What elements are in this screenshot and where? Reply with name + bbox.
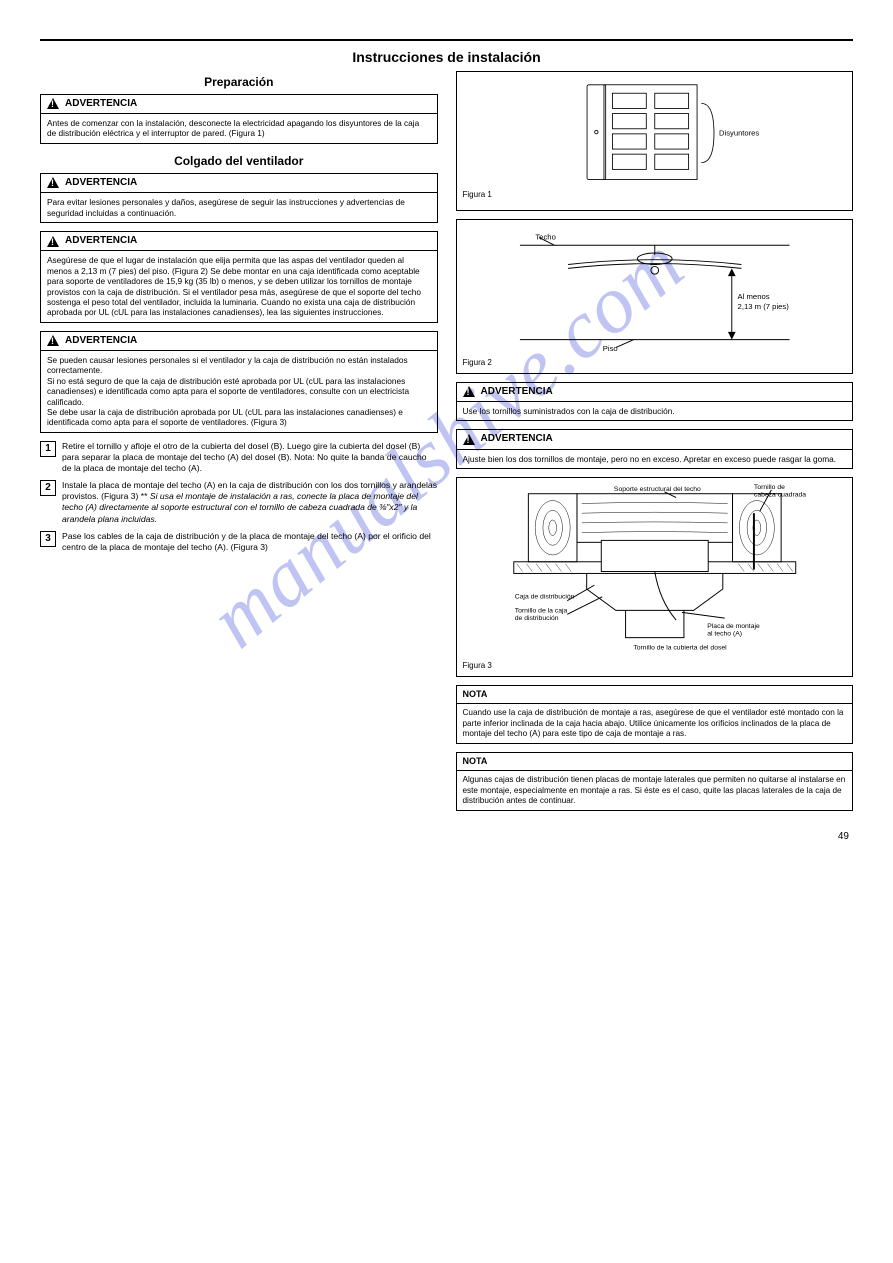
note-1: NOTA Cuando use la caja de distribución … bbox=[456, 685, 854, 744]
left-column: Preparación ADVERTENCIA Antes de comenza… bbox=[40, 71, 438, 820]
warning-body: Se pueden causar lesiones personales si … bbox=[41, 351, 437, 432]
page-number: 49 bbox=[838, 831, 849, 844]
step-text: Pase los cables de la caja de distribuci… bbox=[62, 531, 438, 553]
warning-icon bbox=[463, 434, 475, 445]
svg-text:Tornillo de la caja: Tornillo de la caja bbox=[514, 608, 567, 615]
svg-text:Techo: Techo bbox=[535, 232, 556, 241]
warning-tighten: ADVERTENCIA Ajuste bien los dos tornillo… bbox=[456, 429, 854, 469]
warning-icon bbox=[47, 98, 59, 109]
warning-label: ADVERTENCIA bbox=[65, 177, 137, 190]
warning-follow-codes: ADVERTENCIA Para evitar lesiones persona… bbox=[40, 173, 438, 223]
step-number: 2 bbox=[40, 480, 56, 496]
figure-caption: Figura 1 bbox=[463, 190, 847, 200]
warning-cut-power: ADVERTENCIA Antes de comenzar con la ins… bbox=[40, 94, 438, 144]
svg-text:cabeza cuadrada: cabeza cuadrada bbox=[753, 492, 805, 499]
step-number: 3 bbox=[40, 531, 56, 547]
figure-caption: Figura 3 bbox=[463, 661, 847, 671]
note-body: Cuando use la caja de distribución de mo… bbox=[457, 704, 853, 743]
svg-text:Caja de distribución: Caja de distribución bbox=[514, 594, 574, 601]
warning-icon bbox=[47, 177, 59, 188]
warning-screws: ADVERTENCIA Use los tornillos suministra… bbox=[456, 382, 854, 422]
page-title: Instrucciones de instalación bbox=[40, 49, 853, 67]
section-heading-mount: Colgado del ventilador bbox=[40, 154, 438, 169]
svg-text:Al menos: Al menos bbox=[737, 292, 769, 301]
note-body: Algunas cajas de distribución tienen pla… bbox=[457, 771, 853, 810]
figure-1: Disyuntores Figura 1 bbox=[456, 71, 854, 211]
warning-body: Para evitar lesiones personales y daños,… bbox=[41, 193, 437, 222]
warning-label: ADVERTENCIA bbox=[65, 98, 137, 111]
warning-icon bbox=[47, 335, 59, 346]
warning-body: Ajuste bien los dos tornillos de montaje… bbox=[457, 450, 853, 468]
warning-label: ADVERTENCIA bbox=[65, 335, 137, 348]
figure-2: Techo Piso Al menos 2,13 m (7 pies) F bbox=[456, 219, 854, 374]
warning-icon bbox=[463, 386, 475, 397]
breaker-panel-icon: Disyuntores bbox=[463, 78, 847, 188]
warning-qualified: ADVERTENCIA Se pueden causar lesiones pe… bbox=[40, 331, 438, 433]
svg-text:Tornillo de la cubierta del do: Tornillo de la cubierta del dosel bbox=[633, 644, 727, 651]
right-column: Disyuntores Figura 1 Techo Piso bbox=[456, 71, 854, 820]
figure-3: Soporte estructural del techo Tornillo d… bbox=[456, 477, 854, 677]
warning-label: ADVERTENCIA bbox=[481, 433, 553, 446]
note-2: NOTA Algunas cajas de distribución tiene… bbox=[456, 752, 854, 811]
svg-text:al techo (A): al techo (A) bbox=[707, 631, 742, 638]
svg-text:2,13 m (7 pies): 2,13 m (7 pies) bbox=[737, 301, 789, 310]
fan-clearance-icon: Techo Piso Al menos 2,13 m (7 pies) bbox=[463, 226, 847, 356]
svg-text:Piso: Piso bbox=[602, 344, 617, 353]
warning-icon bbox=[47, 236, 59, 247]
step-text: Retire el tornillo y afloje el otro de l… bbox=[62, 441, 438, 475]
warning-body: Asegúrese de que el lugar de instalación… bbox=[41, 251, 437, 321]
svg-text:Placa de montaje: Placa de montaje bbox=[707, 623, 760, 630]
note-heading: NOTA bbox=[457, 686, 853, 704]
columns: Preparación ADVERTENCIA Antes de comenza… bbox=[40, 71, 853, 820]
step-1: 1 Retire el tornillo y afloje el otro de… bbox=[40, 441, 438, 475]
warning-body: Antes de comenzar con la instalación, de… bbox=[41, 114, 437, 143]
step-2: 2 Instale la placa de montaje del techo … bbox=[40, 480, 438, 525]
warning-capacity: ADVERTENCIA Asegúrese de que el lugar de… bbox=[40, 231, 438, 323]
note-heading: NOTA bbox=[457, 753, 853, 771]
warning-label: ADVERTENCIA bbox=[481, 386, 553, 399]
warning-body: Use los tornillos suministrados con la c… bbox=[457, 402, 853, 420]
mounting-box-icon: Soporte estructural del techo Tornillo d… bbox=[463, 484, 847, 659]
step-3: 3 Pase los cables de la caja de distribu… bbox=[40, 531, 438, 553]
svg-text:Tornillo de: Tornillo de bbox=[753, 484, 784, 491]
step-number: 1 bbox=[40, 441, 56, 457]
step-text: Instale la placa de montaje del techo (A… bbox=[62, 480, 438, 525]
warning-header: ADVERTENCIA bbox=[41, 95, 437, 115]
top-rule bbox=[40, 39, 853, 41]
section-heading-prep: Preparación bbox=[40, 75, 438, 90]
svg-text:Disyuntores: Disyuntores bbox=[719, 128, 759, 137]
warning-label: ADVERTENCIA bbox=[65, 235, 137, 248]
figure-caption: Figura 2 bbox=[463, 358, 847, 368]
svg-text:de distribución: de distribución bbox=[514, 615, 558, 622]
page: { "header": { "title": "Instrucciones de… bbox=[0, 0, 893, 849]
svg-text:Soporte estructural del techo: Soporte estructural del techo bbox=[613, 486, 700, 493]
